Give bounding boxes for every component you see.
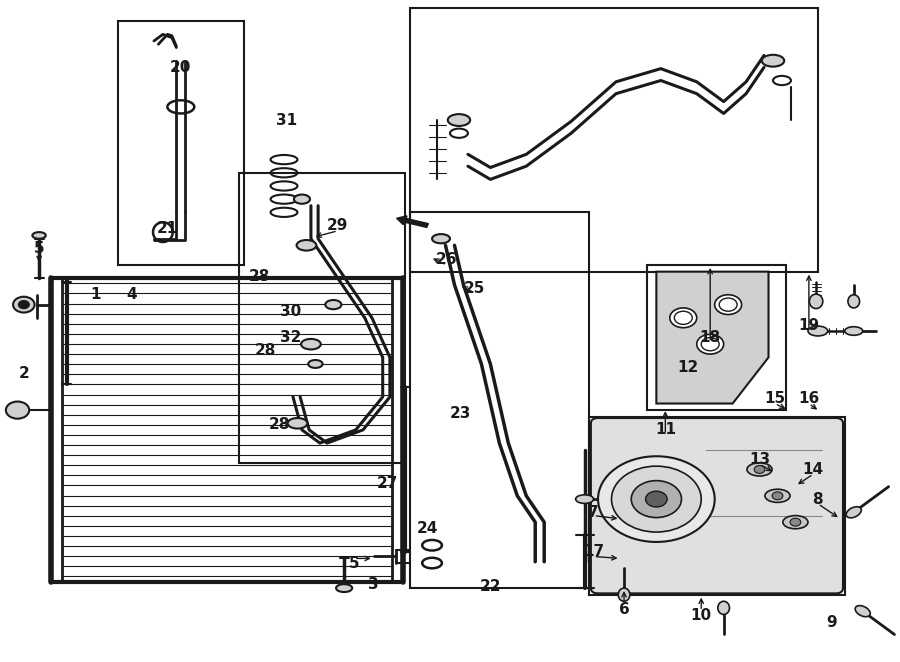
- Bar: [410, 213, 590, 588]
- Ellipse shape: [747, 463, 772, 476]
- Text: 6: 6: [618, 602, 629, 617]
- Ellipse shape: [761, 55, 784, 67]
- Circle shape: [645, 491, 667, 507]
- Ellipse shape: [432, 234, 450, 244]
- Circle shape: [790, 518, 801, 526]
- Ellipse shape: [809, 294, 823, 308]
- FancyBboxPatch shape: [591, 418, 843, 593]
- Text: 29: 29: [328, 218, 348, 233]
- Text: 19: 19: [798, 318, 820, 333]
- Text: 25: 25: [464, 281, 485, 296]
- Bar: [590, 416, 845, 594]
- Text: 26: 26: [436, 252, 457, 267]
- Ellipse shape: [448, 114, 470, 126]
- Text: 21: 21: [157, 221, 178, 236]
- Circle shape: [631, 481, 681, 518]
- Circle shape: [670, 308, 697, 328]
- Ellipse shape: [302, 339, 320, 350]
- Text: 3: 3: [368, 577, 379, 592]
- Text: 23: 23: [450, 406, 472, 421]
- Ellipse shape: [576, 495, 594, 503]
- Text: 8: 8: [813, 492, 824, 506]
- Text: 4: 4: [126, 287, 137, 303]
- Text: 5: 5: [34, 241, 44, 256]
- Text: 1: 1: [90, 287, 101, 303]
- Text: 7: 7: [589, 505, 598, 520]
- Text: 24: 24: [417, 521, 438, 536]
- Ellipse shape: [297, 240, 316, 251]
- Circle shape: [18, 301, 29, 308]
- Bar: [647, 265, 787, 410]
- Text: 32: 32: [280, 330, 301, 345]
- Text: 15: 15: [764, 391, 786, 406]
- Ellipse shape: [845, 327, 863, 335]
- Bar: [239, 173, 405, 463]
- Text: 5: 5: [348, 556, 359, 571]
- Ellipse shape: [848, 295, 860, 308]
- Text: 28: 28: [255, 344, 276, 358]
- Text: 2: 2: [18, 366, 29, 381]
- Polygon shape: [656, 271, 769, 404]
- Bar: [118, 21, 244, 265]
- Ellipse shape: [783, 516, 808, 529]
- Circle shape: [772, 492, 783, 500]
- Ellipse shape: [308, 360, 322, 368]
- Text: 27: 27: [376, 477, 398, 491]
- Text: 18: 18: [699, 330, 721, 345]
- Ellipse shape: [325, 300, 341, 309]
- Text: 28: 28: [269, 417, 290, 432]
- Text: 12: 12: [677, 359, 698, 375]
- Ellipse shape: [336, 584, 352, 592]
- Circle shape: [697, 334, 724, 354]
- Ellipse shape: [294, 195, 310, 204]
- Circle shape: [14, 297, 34, 312]
- Circle shape: [715, 295, 742, 314]
- Ellipse shape: [846, 506, 861, 518]
- Circle shape: [754, 465, 765, 473]
- Ellipse shape: [618, 588, 630, 601]
- Ellipse shape: [718, 601, 730, 614]
- Ellipse shape: [765, 489, 790, 502]
- Circle shape: [6, 402, 29, 418]
- Bar: [410, 8, 818, 271]
- FancyArrow shape: [397, 216, 428, 228]
- Text: 30: 30: [280, 304, 301, 318]
- Text: 31: 31: [276, 113, 297, 128]
- Text: 20: 20: [170, 60, 192, 75]
- Text: 11: 11: [655, 422, 676, 438]
- Ellipse shape: [32, 232, 46, 239]
- Circle shape: [598, 456, 715, 542]
- Text: 10: 10: [690, 608, 712, 624]
- Text: 17: 17: [583, 544, 604, 559]
- Ellipse shape: [855, 606, 870, 617]
- Circle shape: [611, 466, 701, 532]
- Text: 28: 28: [249, 269, 271, 285]
- Ellipse shape: [808, 326, 828, 336]
- Text: 13: 13: [749, 452, 770, 467]
- Text: 9: 9: [826, 615, 837, 630]
- Text: 22: 22: [480, 579, 501, 594]
- Text: 16: 16: [798, 391, 820, 406]
- Ellipse shape: [288, 418, 307, 428]
- Text: 14: 14: [803, 462, 824, 477]
